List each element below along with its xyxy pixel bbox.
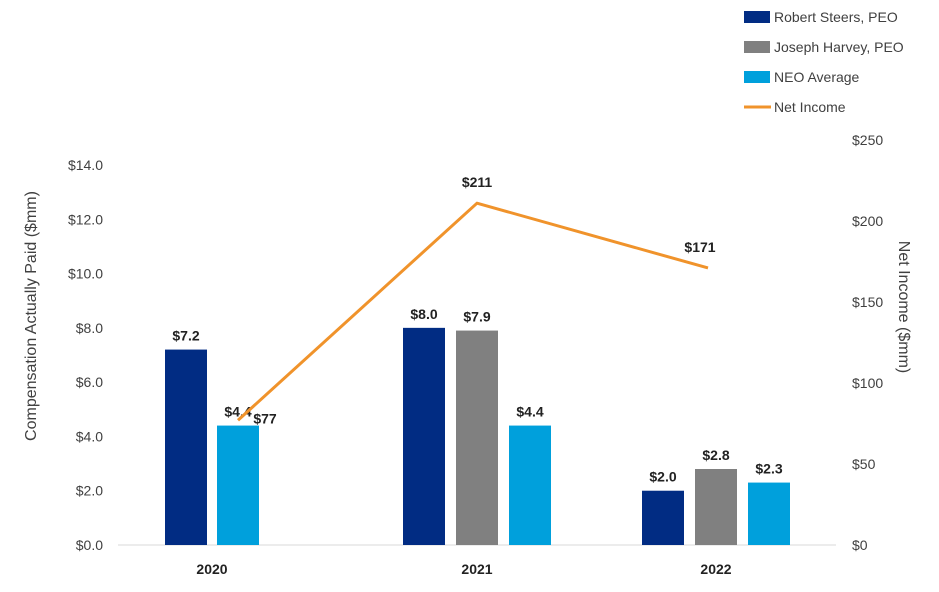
category-labels: 2020 2021 2022	[196, 561, 731, 577]
legend-label: Robert Steers, PEO	[774, 9, 898, 25]
bar	[748, 482, 790, 545]
legend-swatch	[744, 11, 770, 23]
legend-label: NEO Average	[774, 69, 860, 85]
y2-tick-label: $200	[852, 213, 883, 229]
bars: $7.2$4.4$8.0 $7.9$4.4$2.0$2.8$2.3	[165, 306, 790, 545]
secondary-y-axis-ticks: $0 $50 $100 $150 $200 $250	[852, 132, 883, 553]
secondary-y-axis-title: Net Income ($mm)	[895, 241, 912, 373]
legend-label: Joseph Harvey, PEO	[774, 39, 904, 55]
bar	[217, 425, 259, 545]
y2-tick-label: $250	[852, 132, 883, 148]
line-data-label: $77	[253, 410, 277, 426]
bar-data-label: $2.8	[702, 447, 729, 463]
primary-y-axis-title: Compensation Actually Paid ($mm)	[23, 191, 40, 441]
line-data-label: $171	[684, 239, 715, 255]
bar-data-label: $7.2	[172, 328, 199, 344]
legend-swatch	[744, 71, 770, 83]
y-tick-label: $12.0	[68, 211, 103, 227]
y2-tick-label: $50	[852, 456, 876, 472]
bar	[695, 469, 737, 545]
line-data-label: $211	[462, 174, 493, 190]
legend-swatch	[744, 41, 770, 53]
legend-label: Net Income	[774, 99, 846, 115]
y-tick-label: $6.0	[76, 374, 103, 390]
y-tick-label: $14.0	[68, 157, 103, 173]
y-tick-label: $8.0	[76, 320, 103, 336]
legend: Robert Steers, PEO Joseph Harvey, PEO NEO …	[744, 9, 904, 115]
bar-data-label: $2.3	[755, 461, 782, 477]
bar-data-label: $4.4	[516, 404, 543, 420]
y2-tick-label: $100	[852, 375, 883, 391]
y-tick-label: $4.0	[76, 428, 103, 444]
y-tick-label: $0.0	[76, 537, 103, 553]
bar-data-label: $8.0	[410, 306, 437, 322]
y2-tick-label: $150	[852, 294, 883, 310]
y-tick-label: $10.0	[68, 266, 103, 282]
bar-data-label: $7.9	[463, 309, 490, 325]
x-category-label: 2021	[461, 561, 492, 577]
bar	[642, 490, 684, 545]
x-category-label: 2022	[700, 561, 731, 577]
y2-tick-label: $0	[852, 537, 868, 553]
y-tick-label: $2.0	[76, 483, 103, 499]
bar-data-label: $2.0	[649, 469, 676, 485]
net-income-series-line	[236, 201, 709, 422]
primary-y-axis-ticks: $0.0 $2.0 $4.0 $6.0 $8.0 $10.0 $12.0 $14.0	[68, 157, 103, 553]
bar	[456, 330, 498, 545]
x-category-label: 2020	[196, 561, 227, 577]
bar	[165, 349, 207, 545]
bar	[403, 327, 445, 545]
bar	[509, 425, 551, 545]
net-income-line: $77 $211 $171	[236, 174, 716, 426]
